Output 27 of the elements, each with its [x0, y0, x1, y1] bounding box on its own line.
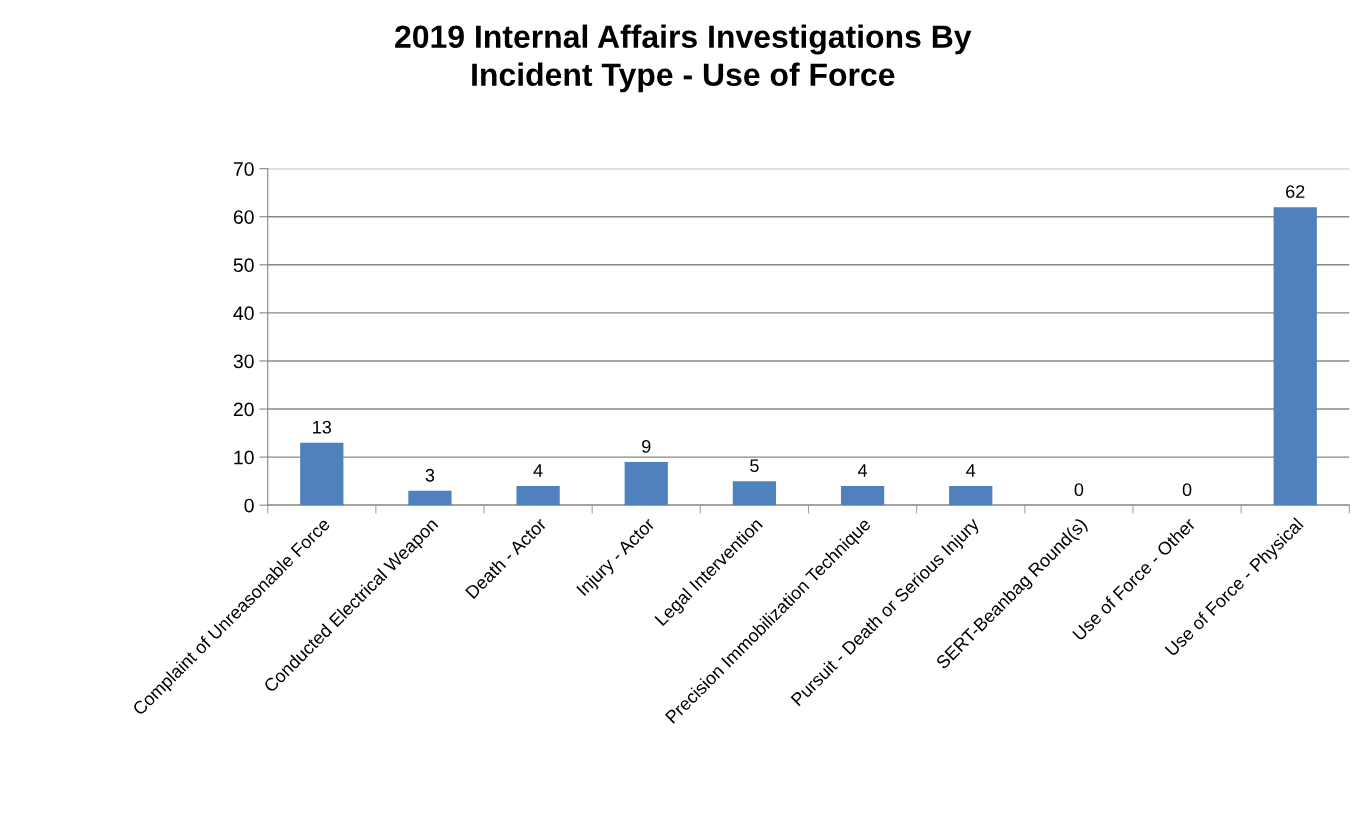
data-label: 4: [966, 464, 976, 477]
y-tick-label: 50: [233, 258, 254, 273]
bar: [1273, 207, 1317, 506]
bar: [516, 485, 560, 506]
bar: [949, 485, 993, 506]
y-tick-label: 0: [244, 498, 254, 513]
bar: [840, 485, 885, 506]
data-label: 3: [425, 468, 435, 482]
data-label: 4: [533, 464, 543, 477]
bar: [624, 461, 668, 506]
data-label: 62: [1286, 185, 1305, 198]
bar: [408, 490, 452, 506]
data-label: 9: [642, 440, 651, 453]
y-tick-label: 40: [233, 306, 254, 321]
data-label: 0: [1074, 483, 1084, 497]
data-label: 5: [750, 459, 759, 473]
y-tick-label: 20: [233, 402, 254, 417]
y-tick-label: 60: [233, 210, 254, 224]
data-label: 0: [1182, 483, 1192, 497]
data-label: 4: [857, 464, 868, 477]
y-tick-label: 10: [234, 450, 254, 465]
chart-title: 2019 Internal Affairs Investigations By Incident Type - Use of Force: [395, 24, 972, 93]
data-label: 13: [313, 420, 332, 434]
bar: [732, 481, 777, 506]
y-tick-label: 70: [233, 162, 254, 176]
bar: [300, 442, 344, 506]
y-tick-label: 30: [233, 354, 254, 369]
